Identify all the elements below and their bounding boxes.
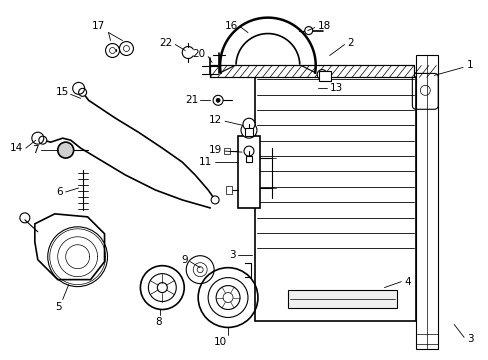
Text: 17: 17 xyxy=(92,21,105,31)
Circle shape xyxy=(39,136,47,144)
Text: 1: 1 xyxy=(466,60,473,71)
Text: 20: 20 xyxy=(192,49,205,59)
Text: 9: 9 xyxy=(181,255,188,265)
Text: 3: 3 xyxy=(466,334,473,345)
Bar xyxy=(287,289,397,307)
Bar xyxy=(245,156,251,162)
Circle shape xyxy=(79,88,86,96)
Bar xyxy=(224,148,229,154)
Text: 11: 11 xyxy=(199,157,212,167)
Text: 7: 7 xyxy=(32,145,39,155)
Text: 12: 12 xyxy=(208,115,222,125)
Circle shape xyxy=(241,122,256,138)
Circle shape xyxy=(58,142,74,158)
Text: 6: 6 xyxy=(56,187,62,197)
Text: 16: 16 xyxy=(224,21,238,31)
Text: 19: 19 xyxy=(208,145,222,155)
Circle shape xyxy=(243,118,254,130)
Text: 8: 8 xyxy=(155,318,162,328)
Bar xyxy=(238,136,260,208)
Text: 4: 4 xyxy=(404,276,410,287)
Bar xyxy=(210,66,413,77)
Text: 15: 15 xyxy=(55,87,68,97)
Text: 18: 18 xyxy=(317,21,330,31)
Circle shape xyxy=(216,98,220,102)
Circle shape xyxy=(244,146,253,156)
Bar xyxy=(210,66,413,77)
Circle shape xyxy=(211,196,219,204)
Text: 3: 3 xyxy=(229,250,236,260)
Bar xyxy=(319,71,330,81)
Text: 22: 22 xyxy=(159,37,172,48)
Text: 21: 21 xyxy=(184,95,198,105)
Circle shape xyxy=(304,27,312,35)
Text: 5: 5 xyxy=(55,302,62,311)
Circle shape xyxy=(317,69,326,80)
Bar xyxy=(244,128,252,136)
Bar xyxy=(225,186,232,194)
Bar xyxy=(415,55,437,349)
Bar xyxy=(254,77,415,321)
Text: 13: 13 xyxy=(329,84,342,93)
Text: 2: 2 xyxy=(347,37,353,48)
Text: 10: 10 xyxy=(213,337,226,347)
Text: 14: 14 xyxy=(10,143,23,153)
